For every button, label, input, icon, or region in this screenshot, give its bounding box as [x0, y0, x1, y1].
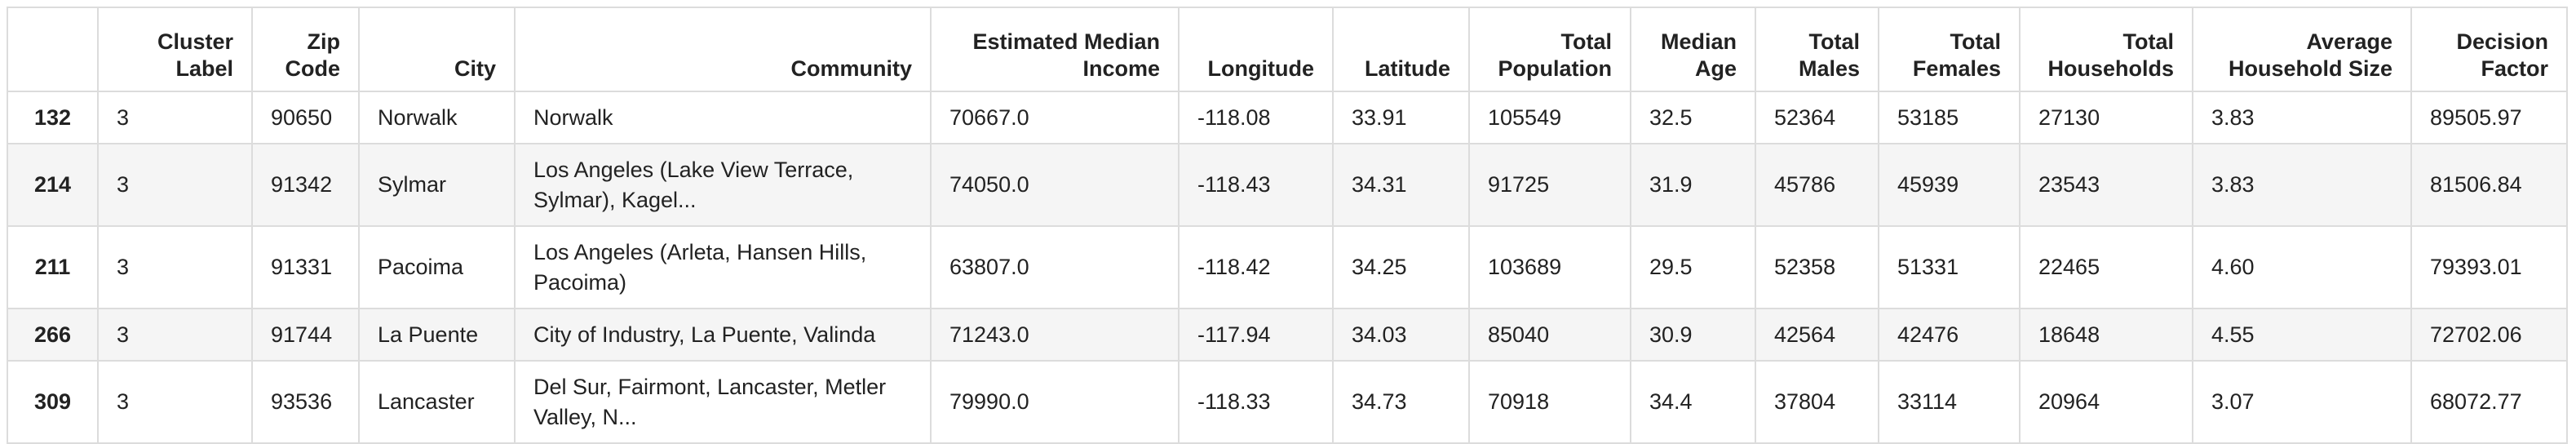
table-cell: 74050.0	[930, 143, 1180, 227]
table-cell: 91331	[251, 225, 360, 309]
data-table: Cluster Label Zip Code City Community Estima…	[7, 7, 2568, 444]
table-cell: 3	[97, 225, 253, 309]
row-index: 266	[7, 308, 99, 362]
table-cell: Del Sur, Fairmont, Lancaster, Metler Val…	[514, 360, 932, 444]
table-cell: 34.25	[1332, 225, 1470, 309]
table-cell: 72702.06	[2410, 308, 2568, 362]
table-cell: 3	[97, 143, 253, 227]
column-header: Latitude	[1332, 7, 1470, 92]
table-cell: 4.60	[2192, 225, 2412, 309]
table-cell: 68072.77	[2410, 360, 2568, 444]
table-cell: 71243.0	[930, 308, 1180, 362]
table-cell: 79393.01	[2410, 225, 2568, 309]
table-cell: 23543	[2019, 143, 2193, 227]
table-cell: 30.9	[1630, 308, 1756, 362]
table-cell: -118.42	[1178, 225, 1334, 309]
table-cell: 79990.0	[930, 360, 1180, 444]
table-row: 132 3 90650 Norwalk Norwalk 70667.0 -118.08 33.…	[7, 91, 2568, 144]
table-cell: 3.83	[2192, 143, 2412, 227]
table-row: 266 3 91744 La Puente City of Industry, La P…	[7, 308, 2568, 362]
table-cell: 52364	[1755, 91, 1879, 144]
index-header	[7, 7, 99, 92]
table-cell: Lancaster	[358, 360, 516, 444]
table-cell: Norwalk	[358, 91, 516, 144]
table-body: 132 3 90650 Norwalk Norwalk 70667.0 -118.08 33.…	[7, 91, 2568, 444]
table-cell: 34.03	[1332, 308, 1470, 362]
column-header: Zip Code	[251, 7, 360, 92]
table-cell: 52358	[1755, 225, 1879, 309]
column-header: Total Households	[2019, 7, 2193, 92]
table-cell: 34.73	[1332, 360, 1470, 444]
table-cell: 51331	[1878, 225, 2021, 309]
table-cell: 53185	[1878, 91, 2021, 144]
table-cell: 37804	[1755, 360, 1879, 444]
table-cell: 3.07	[2192, 360, 2412, 444]
table-cell: 29.5	[1630, 225, 1756, 309]
table-cell: La Puente	[358, 308, 516, 362]
column-header: Total Females	[1878, 7, 2021, 92]
table-cell: 42564	[1755, 308, 1879, 362]
row-index: 211	[7, 225, 99, 309]
column-header: Decision Factor	[2410, 7, 2568, 92]
row-index: 214	[7, 143, 99, 227]
table-cell: 91744	[251, 308, 360, 362]
table-cell: 31.9	[1630, 143, 1756, 227]
table-cell: -118.33	[1178, 360, 1334, 444]
table-cell: 90650	[251, 91, 360, 144]
column-header: Total Population	[1468, 7, 1631, 92]
row-index: 132	[7, 91, 99, 144]
table-cell: 105549	[1468, 91, 1631, 144]
column-header: Community	[514, 7, 932, 92]
table-cell: -118.43	[1178, 143, 1334, 227]
table-cell: 34.4	[1630, 360, 1756, 444]
table-cell: 103689	[1468, 225, 1631, 309]
table-cell: 3	[97, 360, 253, 444]
column-header: Average Household Size	[2192, 7, 2412, 92]
table-cell: 34.31	[1332, 143, 1470, 227]
column-header: Median Age	[1630, 7, 1756, 92]
table-cell: 93536	[251, 360, 360, 444]
table-cell: 33.91	[1332, 91, 1470, 144]
table-cell: 45939	[1878, 143, 2021, 227]
table-cell: 3	[97, 308, 253, 362]
table-cell: 45786	[1755, 143, 1879, 227]
row-index: 309	[7, 360, 99, 444]
table-cell: -117.94	[1178, 308, 1334, 362]
column-header: Cluster Label	[97, 7, 253, 92]
table-cell: 85040	[1468, 308, 1631, 362]
table-cell: 70667.0	[930, 91, 1180, 144]
table-row: 211 3 91331 Pacoima Los Angeles (Arleta, Han…	[7, 225, 2568, 309]
column-header: Total Males	[1755, 7, 1879, 92]
table-cell: City of Industry, La Puente, Valinda	[514, 308, 932, 362]
table-cell: 33114	[1878, 360, 2021, 444]
column-header: Longitude	[1178, 7, 1334, 92]
table-cell: Norwalk	[514, 91, 932, 144]
column-header: Estimated Median Income	[930, 7, 1180, 92]
table-cell: 32.5	[1630, 91, 1756, 144]
column-header: City	[358, 7, 516, 92]
table-row: 309 3 93536 Lancaster Del Sur, Fairmont, Lan…	[7, 360, 2568, 444]
table-cell: -118.08	[1178, 91, 1334, 144]
table-cell: Los Angeles (Lake View Terrace, Sylmar),…	[514, 143, 932, 227]
table-cell: 22465	[2019, 225, 2193, 309]
table-cell: 81506.84	[2410, 143, 2568, 227]
table-cell: 70918	[1468, 360, 1631, 444]
table-cell: 63807.0	[930, 225, 1180, 309]
table-cell: 20964	[2019, 360, 2193, 444]
table-cell: 27130	[2019, 91, 2193, 144]
table-cell: 89505.97	[2410, 91, 2568, 144]
table-cell: 91725	[1468, 143, 1631, 227]
table-cell: 91342	[251, 143, 360, 227]
table-cell: 4.55	[2192, 308, 2412, 362]
table-cell: Los Angeles (Arleta, Hansen Hills, Pacoi…	[514, 225, 932, 309]
table-cell: Pacoima	[358, 225, 516, 309]
table-cell: 3.83	[2192, 91, 2412, 144]
table-cell: Sylmar	[358, 143, 516, 227]
table-cell: 18648	[2019, 308, 2193, 362]
table-cell: 3	[97, 91, 253, 144]
table-row: 214 3 91342 Sylmar Los Angeles (Lake View Te…	[7, 143, 2568, 227]
table-cell: 42476	[1878, 308, 2021, 362]
header-row: Cluster Label Zip Code City Community Estima…	[7, 7, 2568, 92]
